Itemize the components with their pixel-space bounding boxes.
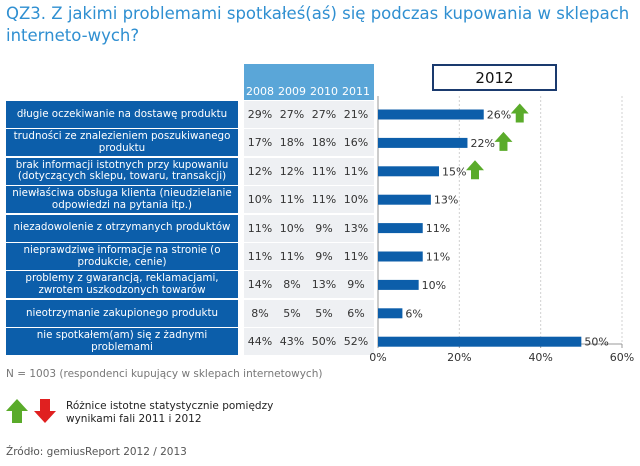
- bar: [378, 251, 423, 262]
- year-header: 2010: [310, 85, 338, 98]
- table-cell: 11%: [343, 164, 369, 178]
- table-cell: 27%: [311, 108, 337, 121]
- bar: [378, 109, 484, 120]
- legend-arrow-up-icon: [6, 399, 28, 423]
- table-cell: 10%: [279, 221, 305, 235]
- table-cell: 11%: [311, 164, 337, 178]
- table-cell: 10%: [247, 193, 273, 207]
- table-cell: 10%: [343, 193, 369, 207]
- row-values-bg: [244, 157, 374, 185]
- data-label: 13%: [434, 194, 458, 207]
- table-cell: 5%: [315, 306, 333, 320]
- data-label: 10%: [422, 279, 446, 292]
- table-cell: 9%: [347, 278, 365, 292]
- up-arrow-icon: [494, 131, 513, 151]
- row-values-bg: [244, 243, 374, 270]
- data-label: 11%: [426, 222, 450, 235]
- x-tick-label: 40%: [528, 351, 552, 364]
- table-cell: 6%: [347, 306, 365, 320]
- table-cell: 18%: [279, 136, 305, 150]
- x-tick-label: 60%: [610, 351, 634, 364]
- table-cell: 18%: [311, 136, 337, 150]
- legend-line-1: Różnice istotne statystycznie pomiędzy: [66, 400, 274, 412]
- data-label: 11%: [426, 251, 450, 264]
- table-cell: 11%: [247, 221, 273, 235]
- data-label: 6%: [405, 307, 422, 320]
- bar: [378, 279, 419, 290]
- data-label: 26%: [487, 109, 511, 122]
- bar: [378, 308, 403, 319]
- row-label: trudności ze znalezieniem poszukiwanego …: [6, 129, 238, 157]
- data-label: 15%: [442, 165, 466, 178]
- table-cell: 13%: [343, 221, 369, 235]
- row-values-bg: [244, 129, 374, 157]
- table-cell: 50%: [311, 335, 337, 349]
- row-label: nieotrzymanie zakupionego produktu: [6, 299, 238, 327]
- table-cell: 44%: [247, 335, 273, 349]
- up-arrow-icon: [466, 160, 484, 180]
- row-label: niezadowolenie z otrzymanych produktów: [6, 214, 238, 242]
- row-values-bg: [244, 271, 374, 299]
- table-cell: 52%: [343, 335, 369, 349]
- legend-arrows: [6, 399, 56, 423]
- year-header: 2011: [342, 85, 370, 98]
- table-cell: 29%: [247, 108, 273, 121]
- table-cell: 17%: [247, 136, 273, 150]
- up-arrow-icon: [510, 103, 529, 123]
- legend-text: Różnice istotne statystycznie pomiędzy w…: [66, 400, 273, 426]
- year-header-bg: [244, 64, 374, 100]
- table-cell: 8%: [283, 278, 301, 292]
- row-values-bg: [244, 214, 374, 242]
- table-cell: 11%: [279, 193, 305, 207]
- table-cell: 11%: [279, 250, 305, 263]
- sample-note: N = 1003 (respondenci kupujący w sklepac…: [6, 368, 323, 380]
- row-label: długie oczekiwanie na dostawę produktu: [6, 101, 238, 128]
- bar: [378, 336, 582, 347]
- table-cell: 9%: [315, 221, 333, 235]
- x-tick-label: 0%: [369, 351, 386, 364]
- year-box: 2012: [432, 64, 557, 91]
- legend-arrow-down-icon: [34, 411, 56, 423]
- table-cell: 11%: [311, 193, 337, 207]
- row-label: brak informacji istotnych przy kupowaniu…: [6, 157, 238, 185]
- legend-arrow-down-shaft: [40, 399, 50, 412]
- row-label: problemy z gwarancją, reklamacjami, zwro…: [6, 271, 238, 299]
- row-values-bg: [244, 328, 374, 356]
- bar: [378, 137, 468, 148]
- table-cell: 11%: [247, 250, 273, 263]
- table-cell: 9%: [315, 250, 333, 263]
- row-label: nieprawdziwe informacje na stronie (o pr…: [6, 243, 238, 270]
- table-cell: 11%: [343, 250, 369, 263]
- legend-line-2: wynikami fali 2011 i 2012: [66, 413, 202, 425]
- year-header: 2009: [278, 85, 306, 98]
- x-tick-label: 20%: [447, 351, 471, 364]
- source-note: Źródło: gemiusReport 2012 / 2013: [6, 446, 187, 458]
- chart-title: QZ3. Z jakimi problemami spotkałeś(aś) s…: [6, 4, 630, 45]
- bar: [378, 223, 423, 234]
- table-cell: 21%: [343, 108, 369, 121]
- table-cell: 27%: [279, 108, 305, 121]
- table-cell: 5%: [283, 306, 301, 320]
- row-label: niewłaściwa obsługa klienta (nieudzielan…: [6, 186, 238, 214]
- table-cell: 13%: [311, 278, 337, 292]
- row-label: nie spotkałem(am) się z żadnymi problema…: [6, 328, 238, 356]
- table-cell: 16%: [343, 136, 369, 150]
- table-cell: 8%: [251, 306, 269, 320]
- data-label: 50%: [584, 336, 608, 349]
- row-values-bg: [244, 101, 374, 128]
- table-cell: 12%: [247, 164, 273, 178]
- row-values-bg: [244, 299, 374, 327]
- table-cell: 14%: [247, 278, 273, 292]
- year-header: 2008: [246, 85, 274, 98]
- data-label: 22%: [470, 137, 494, 150]
- table-cell: 12%: [279, 164, 305, 178]
- row-values-bg: [244, 186, 374, 214]
- bar: [378, 166, 439, 177]
- bar: [378, 194, 431, 205]
- table-cell: 43%: [279, 335, 305, 349]
